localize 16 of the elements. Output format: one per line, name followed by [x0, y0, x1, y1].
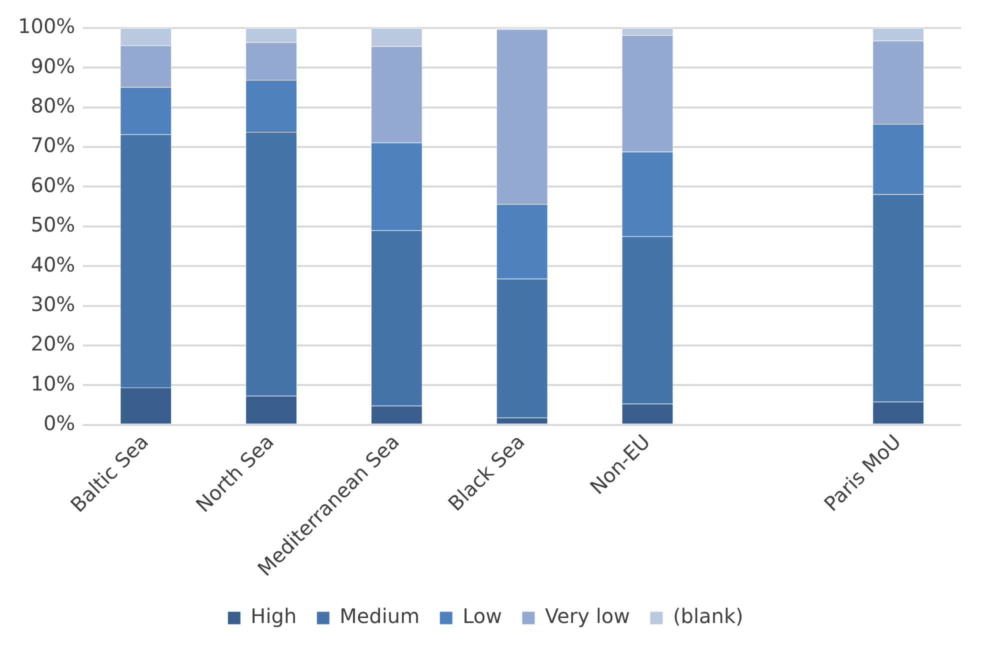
legend-label: High — [250, 604, 297, 628]
y-tick-label: 30% — [30, 292, 76, 316]
y-tick-label: 0% — [43, 411, 76, 435]
legend-label: Very low — [544, 604, 630, 628]
y-tick-label: 80% — [30, 94, 76, 118]
y-tick-label: 90% — [30, 54, 76, 78]
legend-label: Medium — [340, 604, 420, 628]
y-tick-label: 50% — [30, 212, 76, 237]
legend-label: (blank) — [672, 604, 744, 628]
y-tick-label: 10% — [30, 371, 76, 396]
legend-label: Low — [462, 604, 502, 628]
y-tick-label: 60% — [30, 172, 76, 197]
y-tick-label: 20% — [30, 332, 76, 356]
y-tick-label: 40% — [30, 252, 76, 276]
y-tick-label: 100% — [18, 14, 76, 38]
y-tick-label: 70% — [30, 133, 76, 158]
